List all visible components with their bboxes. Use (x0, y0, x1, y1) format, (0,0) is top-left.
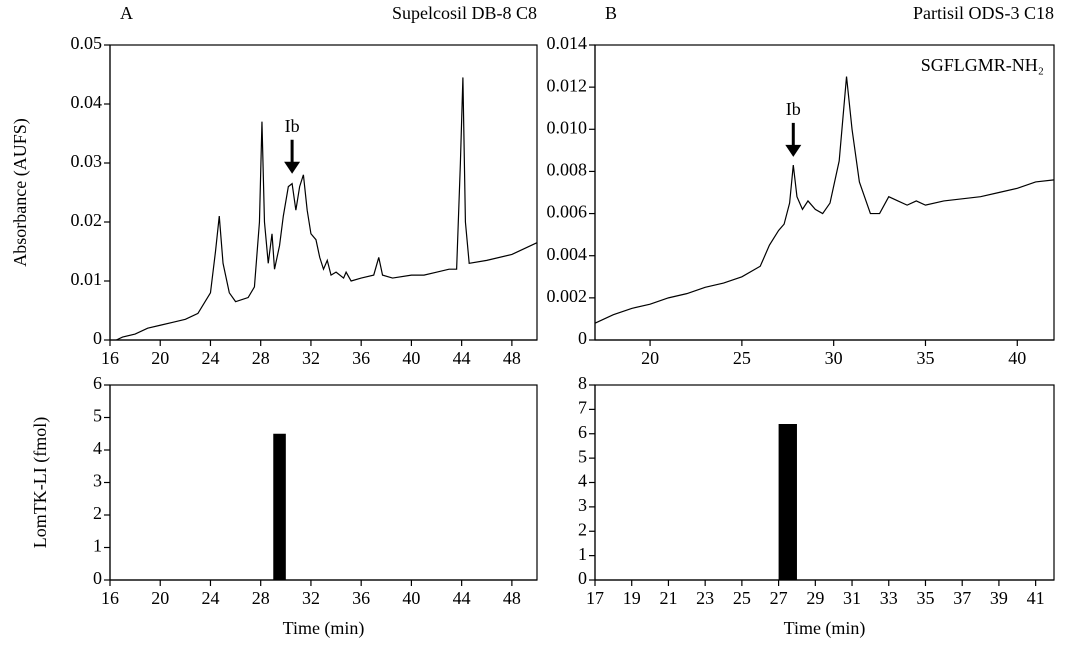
x-tick-label: 20 (151, 348, 169, 368)
x-tick-label: 36 (352, 348, 370, 368)
y-tick-label: 4 (93, 438, 102, 458)
x-tick-label: 25 (733, 348, 751, 368)
y-tick-label: 8 (578, 373, 587, 393)
x-tick-label: 17 (586, 588, 604, 608)
x-tick-label: 24 (201, 588, 219, 608)
y-tick-label: 0.010 (547, 117, 588, 137)
x-tick-label: 35 (916, 588, 934, 608)
arrow-head (785, 144, 802, 157)
trace (116, 77, 538, 341)
trace (594, 76, 1055, 324)
x-tick-label: 19 (623, 588, 641, 608)
y-tick-label: 2 (93, 503, 102, 523)
y-tick-label: 0.002 (547, 286, 588, 306)
x-tick-label: 44 (453, 348, 471, 368)
inset-label: SGFLGMR-NH₂ (921, 55, 1044, 75)
y-tick-label: 0 (93, 568, 102, 588)
y-tick-label: 0.05 (71, 33, 103, 53)
panel-title: Partisil ODS-3 C18 (913, 3, 1054, 23)
x-tick-label: 20 (151, 588, 169, 608)
annotation: Ib (285, 116, 300, 136)
x-tick-label: 35 (916, 348, 934, 368)
x-tick-label: 28 (252, 348, 270, 368)
x-tick-label: 44 (453, 588, 471, 608)
y-tick-label: 0.014 (547, 33, 588, 53)
y-tick-label: 3 (578, 495, 587, 515)
y-tick-label: 6 (93, 373, 102, 393)
x-tick-label: 30 (825, 348, 843, 368)
x-tick-label: 32 (302, 588, 320, 608)
x-tick-label: 40 (1008, 348, 1026, 368)
y-tick-label: 1 (578, 544, 587, 564)
x-tick-label: 39 (990, 588, 1008, 608)
x-tick-label: 33 (880, 588, 898, 608)
panel-title: Supelcosil DB-8 C8 (392, 3, 537, 23)
x-tick-label: 20 (641, 348, 659, 368)
x-tick-label: 41 (1027, 588, 1045, 608)
panel-label: B (605, 3, 617, 23)
x-tick-label: 16 (101, 348, 119, 368)
x-tick-label: 36 (352, 588, 370, 608)
x-tick-label: 16 (101, 588, 119, 608)
arrow-head (284, 161, 301, 174)
x-tick-label: 27 (770, 588, 788, 608)
panel-label: A (120, 3, 133, 23)
x-tick-label: 37 (953, 588, 971, 608)
x-tick-label: 23 (696, 588, 714, 608)
y-tick-label: 1 (93, 536, 102, 556)
y-tick-label: 0.006 (547, 202, 588, 222)
annotation: Ib (786, 99, 801, 119)
x-tick-label: 40 (402, 588, 420, 608)
x-tick-label: 32 (302, 348, 320, 368)
y-tick-label: 0.01 (71, 269, 103, 289)
x-tick-label: 25 (733, 588, 751, 608)
x-tick-label: 21 (659, 588, 677, 608)
y-tick-label: 0.04 (71, 92, 103, 112)
plot-frame (109, 384, 538, 581)
x-tick-label: 40 (402, 348, 420, 368)
y-tick-label: 2 (578, 519, 587, 539)
y-tick-label: 3 (93, 471, 102, 491)
y-tick-label: 0.02 (71, 210, 103, 230)
y-tick-label: 0 (578, 568, 587, 588)
y-tick-label: 0.008 (547, 160, 588, 180)
plot-frame (594, 44, 1055, 341)
y-tick-label: 6 (578, 422, 587, 442)
x-axis-label: Time (min) (283, 618, 365, 639)
bar (778, 424, 797, 580)
y-axis-label: LomTK-LI (fmol) (30, 417, 51, 548)
y-tick-label: 0.012 (547, 75, 588, 95)
bar (273, 433, 286, 580)
x-tick-label: 31 (843, 588, 861, 608)
x-axis-label: Time (min) (784, 618, 866, 639)
x-tick-label: 28 (252, 588, 270, 608)
plot-frame (109, 44, 538, 341)
y-tick-label: 0.004 (547, 244, 588, 264)
y-tick-label: 0.03 (71, 151, 103, 171)
y-axis-label: Absorbance (AUFS) (10, 118, 31, 266)
y-tick-label: 7 (578, 398, 587, 418)
x-tick-label: 29 (806, 588, 824, 608)
x-tick-label: 48 (503, 348, 521, 368)
x-tick-label: 48 (503, 588, 521, 608)
y-tick-label: 4 (578, 471, 587, 491)
y-tick-label: 0 (578, 328, 587, 348)
y-tick-label: 5 (93, 406, 102, 426)
y-tick-label: 5 (578, 446, 587, 466)
plot-frame (594, 384, 1055, 581)
x-tick-label: 24 (201, 348, 219, 368)
y-tick-label: 0 (93, 328, 102, 348)
